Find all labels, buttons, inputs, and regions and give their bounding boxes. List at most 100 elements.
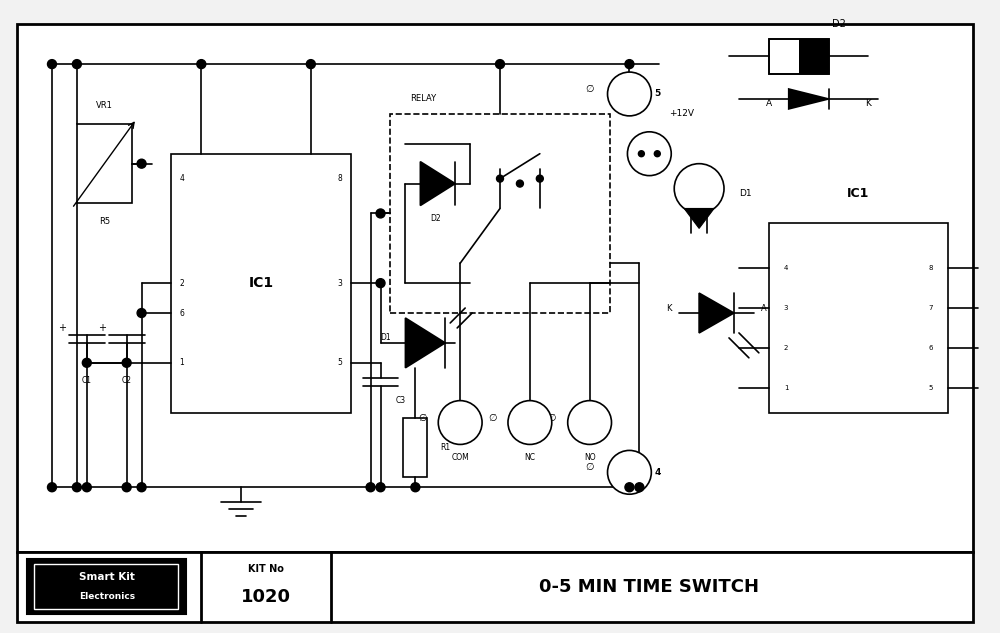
Text: D2: D2 bbox=[832, 19, 845, 29]
Circle shape bbox=[122, 358, 131, 367]
Bar bbox=[799, 39, 829, 74]
Text: ∅: ∅ bbox=[488, 413, 496, 423]
Text: 4: 4 bbox=[784, 265, 788, 271]
Circle shape bbox=[306, 60, 315, 68]
Text: 1: 1 bbox=[179, 358, 184, 367]
Text: COM: COM bbox=[451, 453, 469, 462]
Text: 5: 5 bbox=[929, 385, 933, 391]
Circle shape bbox=[72, 483, 81, 492]
Text: +12V: +12V bbox=[669, 110, 694, 118]
Circle shape bbox=[608, 451, 651, 494]
Polygon shape bbox=[405, 318, 445, 368]
Text: KIT No: KIT No bbox=[248, 564, 284, 574]
Bar bbox=[17, 552, 973, 622]
Circle shape bbox=[508, 401, 552, 444]
Bar bbox=[27, 559, 186, 613]
Circle shape bbox=[497, 175, 503, 182]
Text: A: A bbox=[761, 304, 767, 313]
Circle shape bbox=[197, 60, 206, 68]
Text: 1: 1 bbox=[527, 418, 533, 427]
Circle shape bbox=[608, 72, 651, 116]
Text: +: + bbox=[98, 323, 106, 333]
Bar bbox=[77, 124, 132, 203]
Bar bbox=[769, 223, 948, 413]
Circle shape bbox=[568, 401, 612, 444]
Text: Electronics: Electronics bbox=[79, 592, 135, 601]
Circle shape bbox=[536, 175, 543, 182]
Text: 3: 3 bbox=[586, 418, 593, 427]
Text: +: + bbox=[58, 323, 66, 333]
Text: 6: 6 bbox=[179, 308, 184, 318]
Text: ∅: ∅ bbox=[585, 84, 594, 94]
Text: 5: 5 bbox=[654, 89, 660, 99]
Circle shape bbox=[627, 132, 671, 175]
Bar bbox=[769, 39, 829, 74]
Circle shape bbox=[625, 483, 634, 492]
Text: 5: 5 bbox=[338, 358, 343, 367]
Bar bbox=[390, 114, 610, 313]
Circle shape bbox=[72, 60, 81, 68]
Circle shape bbox=[137, 483, 146, 492]
Text: 8: 8 bbox=[929, 265, 933, 271]
Text: 0-5 MIN TIME SWITCH: 0-5 MIN TIME SWITCH bbox=[539, 578, 759, 596]
Polygon shape bbox=[789, 89, 829, 109]
Polygon shape bbox=[684, 208, 714, 229]
Text: NC: NC bbox=[524, 453, 535, 462]
Text: IC1: IC1 bbox=[248, 276, 274, 290]
Text: 2: 2 bbox=[784, 345, 788, 351]
Text: 8: 8 bbox=[338, 174, 343, 183]
Polygon shape bbox=[699, 293, 734, 333]
Text: ∅: ∅ bbox=[585, 462, 594, 472]
Text: 3: 3 bbox=[338, 279, 343, 287]
Circle shape bbox=[496, 60, 504, 68]
Circle shape bbox=[137, 308, 146, 318]
Bar bbox=[769, 39, 829, 74]
Text: D1: D1 bbox=[380, 334, 391, 342]
Text: RELAY: RELAY bbox=[410, 94, 437, 103]
Text: 6: 6 bbox=[929, 345, 933, 351]
Bar bbox=[403, 418, 427, 477]
Bar bbox=[34, 564, 178, 609]
Text: 4: 4 bbox=[179, 174, 184, 183]
Circle shape bbox=[654, 151, 660, 157]
Polygon shape bbox=[420, 161, 455, 206]
Circle shape bbox=[47, 483, 56, 492]
Circle shape bbox=[82, 358, 91, 367]
Circle shape bbox=[411, 483, 420, 492]
Text: ∅: ∅ bbox=[548, 413, 556, 423]
Circle shape bbox=[47, 60, 56, 68]
Circle shape bbox=[376, 279, 385, 287]
Text: 1: 1 bbox=[784, 385, 788, 391]
Circle shape bbox=[82, 483, 91, 492]
Text: D1: D1 bbox=[739, 189, 752, 198]
Text: 1020: 1020 bbox=[241, 588, 291, 606]
Text: 3: 3 bbox=[784, 305, 788, 311]
Text: 7: 7 bbox=[929, 305, 933, 311]
Text: 2: 2 bbox=[179, 279, 184, 287]
Text: VR1: VR1 bbox=[96, 101, 113, 110]
Bar bbox=[171, 154, 351, 413]
Text: NO: NO bbox=[584, 453, 595, 462]
Text: 2: 2 bbox=[457, 418, 463, 427]
Circle shape bbox=[635, 483, 644, 492]
Circle shape bbox=[137, 159, 146, 168]
Circle shape bbox=[625, 60, 634, 68]
Circle shape bbox=[376, 209, 385, 218]
Text: R5: R5 bbox=[99, 217, 110, 226]
Text: IC1: IC1 bbox=[847, 187, 870, 200]
Text: C1: C1 bbox=[82, 376, 92, 385]
Circle shape bbox=[638, 151, 644, 157]
Circle shape bbox=[366, 483, 375, 492]
Circle shape bbox=[516, 180, 523, 187]
Circle shape bbox=[438, 401, 482, 444]
Text: K: K bbox=[667, 304, 672, 313]
Bar bbox=[17, 24, 973, 552]
Text: C2: C2 bbox=[122, 376, 132, 385]
Text: K: K bbox=[865, 99, 871, 108]
Text: 4: 4 bbox=[654, 468, 660, 477]
Circle shape bbox=[122, 483, 131, 492]
Text: Smart Kit: Smart Kit bbox=[79, 572, 135, 582]
Text: R1: R1 bbox=[440, 443, 450, 452]
Text: ∅: ∅ bbox=[418, 413, 427, 423]
Text: D2: D2 bbox=[430, 214, 441, 223]
